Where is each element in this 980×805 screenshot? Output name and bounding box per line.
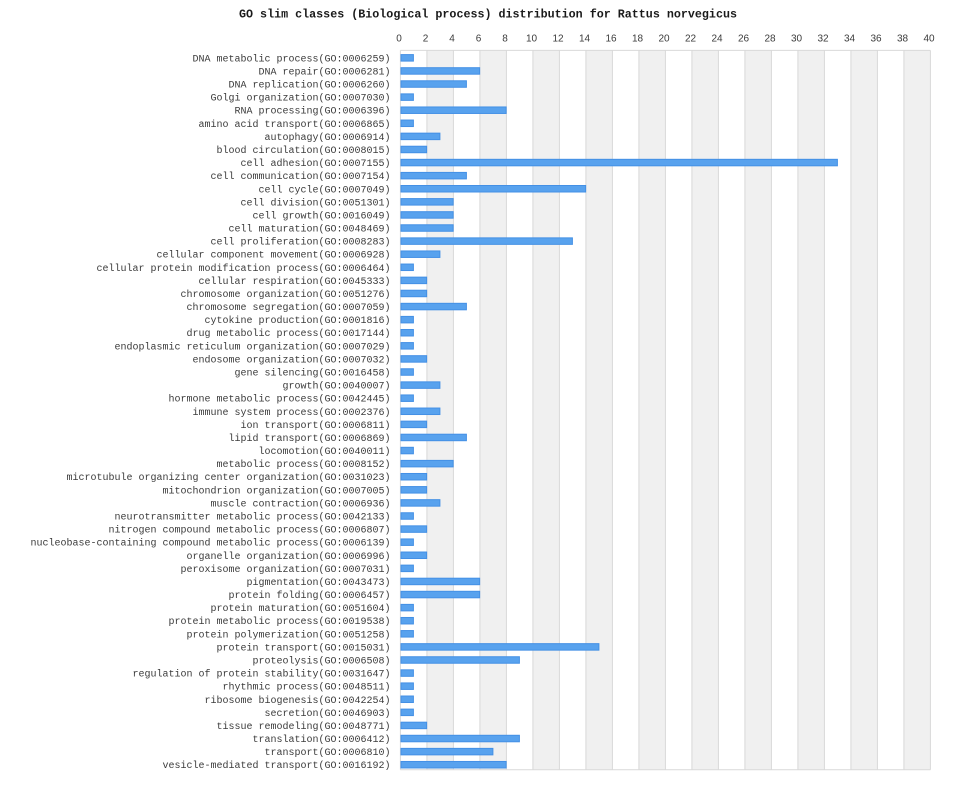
svg-text:cell growth(GO:0016049): cell growth(GO:0016049) bbox=[252, 210, 390, 222]
svg-text:drug metabolic process(GO:0017: drug metabolic process(GO:0017144) bbox=[186, 328, 390, 340]
svg-text:16: 16 bbox=[605, 34, 617, 45]
svg-text:10: 10 bbox=[526, 34, 538, 45]
svg-text:DNA replication(GO:0006260): DNA replication(GO:0006260) bbox=[228, 80, 390, 92]
svg-text:growth(GO:0040007): growth(GO:0040007) bbox=[282, 381, 390, 393]
svg-text:20: 20 bbox=[658, 34, 670, 45]
svg-text:24: 24 bbox=[711, 34, 723, 45]
svg-text:lipid transport(GO:0006869): lipid transport(GO:0006869) bbox=[228, 433, 390, 445]
svg-text:DNA repair(GO:0006281): DNA repair(GO:0006281) bbox=[258, 66, 390, 78]
svg-text:locomotion(GO:0040011): locomotion(GO:0040011) bbox=[258, 446, 390, 458]
svg-text:immune system process(GO:00023: immune system process(GO:0002376) bbox=[192, 407, 390, 419]
svg-text:protein folding(GO:0006457): protein folding(GO:0006457) bbox=[228, 590, 390, 602]
svg-text:microtubule organizing center: microtubule organizing center organizati… bbox=[66, 472, 390, 484]
svg-text:cell cycle(GO:0007049): cell cycle(GO:0007049) bbox=[258, 184, 390, 196]
svg-text:endosome organization(GO:00070: endosome organization(GO:0007032) bbox=[192, 354, 390, 366]
svg-text:RNA processing(GO:0006396): RNA processing(GO:0006396) bbox=[234, 106, 390, 118]
svg-text:amino acid transport(GO:000686: amino acid transport(GO:0006865) bbox=[198, 119, 390, 131]
svg-text:6: 6 bbox=[476, 34, 482, 45]
svg-text:transport(GO:0006810): transport(GO:0006810) bbox=[264, 747, 390, 759]
svg-text:cell adhesion(GO:0007155): cell adhesion(GO:0007155) bbox=[240, 158, 390, 170]
svg-text:ribosome biogenesis(GO:0042254: ribosome biogenesis(GO:0042254) bbox=[204, 695, 390, 707]
svg-text:28: 28 bbox=[764, 34, 776, 45]
svg-text:12: 12 bbox=[552, 34, 564, 45]
svg-text:0: 0 bbox=[396, 34, 402, 45]
svg-text:neurotransmitter metabolic pro: neurotransmitter metabolic process(GO:00… bbox=[114, 512, 390, 524]
svg-text:18: 18 bbox=[632, 34, 644, 45]
svg-text:cell division(GO:0051301): cell division(GO:0051301) bbox=[240, 197, 390, 209]
svg-text:chromosome organization(GO:005: chromosome organization(GO:0051276) bbox=[180, 289, 390, 301]
svg-text:40: 40 bbox=[923, 34, 935, 45]
svg-text:38: 38 bbox=[897, 34, 909, 45]
svg-text:14: 14 bbox=[579, 34, 591, 45]
svg-text:GO slim classes (Biological pr: GO slim classes (Biological process) dis… bbox=[239, 7, 737, 21]
svg-text:muscle contraction(GO:0006936): muscle contraction(GO:0006936) bbox=[210, 498, 390, 510]
svg-text:protein transport(GO:0015031): protein transport(GO:0015031) bbox=[216, 642, 390, 654]
svg-text:cellular component movement(GO: cellular component movement(GO:0006928) bbox=[156, 250, 390, 262]
svg-text:Golgi organization(GO:0007030): Golgi organization(GO:0007030) bbox=[210, 93, 390, 105]
svg-text:cell communication(GO:0007154): cell communication(GO:0007154) bbox=[210, 171, 390, 183]
svg-text:DNA metabolic process(GO:00062: DNA metabolic process(GO:0006259) bbox=[192, 53, 390, 65]
svg-text:chromosome segregation(GO:0007: chromosome segregation(GO:0007059) bbox=[186, 302, 390, 314]
svg-text:organelle organization(GO:0006: organelle organization(GO:0006996) bbox=[186, 551, 390, 563]
svg-text:cellular respiration(GO:004533: cellular respiration(GO:0045333) bbox=[198, 276, 390, 288]
svg-text:endoplasmic reticulum organiza: endoplasmic reticulum organization(GO:00… bbox=[114, 341, 390, 353]
svg-text:peroxisome organization(GO:000: peroxisome organization(GO:0007031) bbox=[180, 564, 390, 576]
svg-text:nitrogen compound metabolic pr: nitrogen compound metabolic process(GO:0… bbox=[108, 525, 390, 537]
svg-text:22: 22 bbox=[685, 34, 697, 45]
svg-text:34: 34 bbox=[844, 34, 856, 45]
svg-text:secretion(GO:0046903): secretion(GO:0046903) bbox=[264, 708, 390, 720]
svg-text:proteolysis(GO:0006508): proteolysis(GO:0006508) bbox=[252, 655, 390, 667]
svg-text:tissue remodeling(GO:0048771): tissue remodeling(GO:0048771) bbox=[216, 721, 390, 733]
svg-text:cell maturation(GO:0048469): cell maturation(GO:0048469) bbox=[228, 224, 390, 236]
svg-text:metabolic process(GO:0008152): metabolic process(GO:0008152) bbox=[216, 459, 390, 471]
svg-text:30: 30 bbox=[791, 34, 803, 45]
svg-text:protein maturation(GO:0051604): protein maturation(GO:0051604) bbox=[210, 603, 390, 615]
svg-text:26: 26 bbox=[738, 34, 750, 45]
svg-text:translation(GO:0006412): translation(GO:0006412) bbox=[252, 734, 390, 746]
svg-text:cytokine production(GO:0001816: cytokine production(GO:0001816) bbox=[204, 315, 390, 327]
svg-text:regulation of protein stabilit: regulation of protein stability(GO:00316… bbox=[132, 669, 390, 681]
svg-text:vesicle-mediated transport(GO:: vesicle-mediated transport(GO:0016192) bbox=[162, 760, 390, 772]
svg-text:protein metabolic process(GO:0: protein metabolic process(GO:0019538) bbox=[168, 616, 390, 628]
svg-text:ion transport(GO:0006811): ion transport(GO:0006811) bbox=[240, 420, 390, 432]
svg-text:cellular protein modification: cellular protein modification process(GO… bbox=[96, 263, 390, 275]
svg-text:hormone metabolic process(GO:0: hormone metabolic process(GO:0042445) bbox=[168, 394, 390, 406]
svg-text:mitochondrion organization(GO:: mitochondrion organization(GO:0007005) bbox=[162, 485, 390, 497]
svg-text:rhythmic process(GO:0048511): rhythmic process(GO:0048511) bbox=[222, 682, 390, 694]
svg-text:protein polymerization(GO:0051: protein polymerization(GO:0051258) bbox=[186, 629, 390, 641]
svg-text:blood circulation(GO:0008015): blood circulation(GO:0008015) bbox=[216, 145, 390, 157]
svg-text:4: 4 bbox=[449, 34, 455, 45]
svg-text:cell proliferation(GO:0008283): cell proliferation(GO:0008283) bbox=[210, 237, 390, 249]
svg-text:nucleobase-containing compound: nucleobase-containing compound metabolic… bbox=[30, 538, 390, 550]
svg-text:32: 32 bbox=[817, 34, 829, 45]
svg-text:36: 36 bbox=[870, 34, 882, 45]
svg-text:autophagy(GO:0006914): autophagy(GO:0006914) bbox=[264, 132, 390, 144]
svg-text:2: 2 bbox=[423, 34, 429, 45]
svg-text:8: 8 bbox=[502, 34, 508, 45]
svg-text:gene silencing(GO:0016458): gene silencing(GO:0016458) bbox=[234, 368, 390, 380]
svg-text:pigmentation(GO:0043473): pigmentation(GO:0043473) bbox=[246, 577, 390, 589]
